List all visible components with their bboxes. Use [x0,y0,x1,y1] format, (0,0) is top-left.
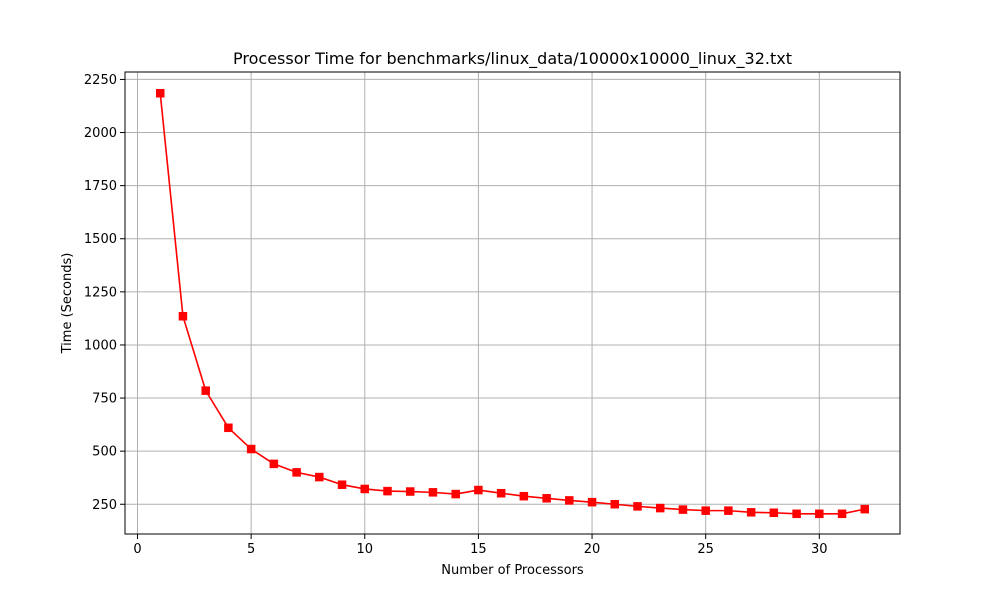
data-point [610,500,620,509]
data-point [155,88,165,98]
data-point [587,497,597,507]
data-point [746,508,756,517]
plot-frame [124,71,901,535]
y-tick-label: 250 [92,498,117,513]
data-point [633,502,642,511]
y-tick-label: 1000 [84,338,117,353]
data-point [860,504,870,514]
data-point [315,472,324,482]
y-tick-label: 1750 [84,179,117,194]
plot-data [155,88,870,519]
x-tick-label: 25 [697,542,714,557]
y-tick-label: 2250 [84,73,117,88]
data-point [701,506,710,515]
data-point [496,488,506,498]
data-point [383,486,392,496]
x-tick-label: 20 [584,542,601,557]
x-tick-label: 10 [356,542,373,557]
data-point [792,509,801,519]
data-point [655,503,665,513]
data-point [337,480,347,489]
data-point [519,491,529,501]
y-tick-label: 750 [92,392,117,407]
data-point [815,509,824,519]
data-point [678,505,688,514]
data-point [405,487,415,496]
data-point [724,506,733,515]
data-point [224,423,233,433]
x-tick-label: 15 [470,542,487,557]
data-point [292,468,301,477]
x-tick-label: 5 [247,542,255,557]
data-point [428,488,438,497]
data-point [474,485,483,495]
y-tick-label: 500 [92,445,117,460]
data-point [565,496,574,505]
data-point [269,459,279,469]
y-tick-label: 1500 [84,232,117,247]
grid [125,72,900,534]
x-tick-label: 0 [133,542,141,557]
chart-title: Processor Time for benchmarks/linux_data… [233,49,792,69]
data-point [769,508,779,518]
data-point [246,444,256,454]
axis-ticks: 0 5 10 15 20 25 30 250 500 750 1000 1250 1500 1750 200… [84,73,828,557]
y-tick-label: 2000 [84,126,117,141]
data-point [360,484,370,494]
x-axis-label: Number of Processors [441,563,584,578]
y-axis-label: Time (Seconds) [60,253,75,355]
data-point [542,494,551,503]
data-point [451,489,460,499]
data-point [201,386,210,395]
x-tick-label: 30 [811,542,828,557]
data-point [178,312,188,321]
y-tick-label: 1250 [84,285,117,300]
data-point [837,509,847,519]
